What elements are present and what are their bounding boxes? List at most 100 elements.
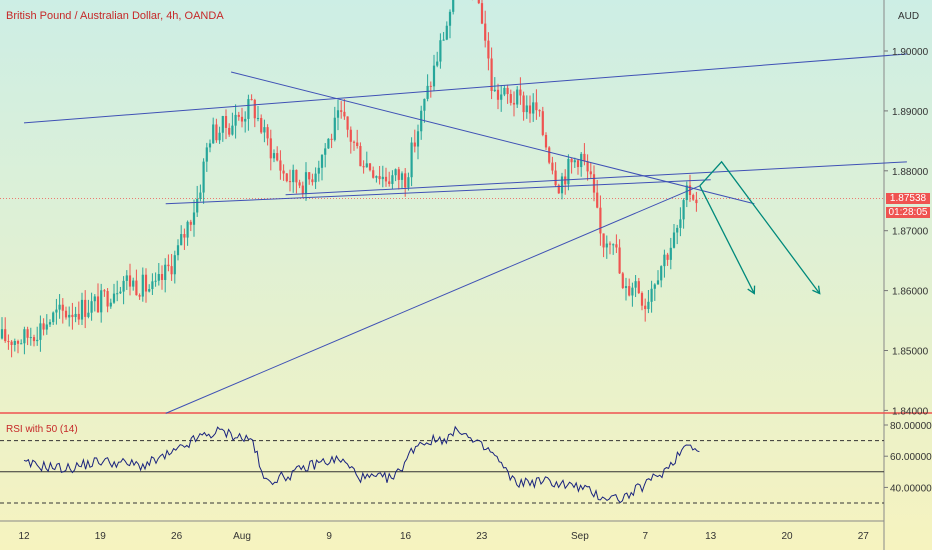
- candle-body: [359, 146, 362, 167]
- candle-body: [608, 243, 612, 245]
- countdown-badge: 01:28:05: [886, 207, 930, 218]
- candle-body: [314, 173, 317, 183]
- candle-body: [324, 148, 327, 155]
- candle-body: [599, 207, 602, 234]
- trendline-upper-channel: [23, 53, 907, 124]
- projection-arrow-head: [747, 285, 756, 295]
- candle-body: [388, 181, 391, 184]
- last-price-badge: 1.87538: [886, 193, 930, 204]
- candle-body: [500, 94, 503, 100]
- candle-body: [96, 296, 100, 313]
- date-tick-label: 26: [171, 531, 183, 542]
- candle-body: [221, 116, 224, 133]
- candle-body: [205, 147, 208, 162]
- candle-body: [0, 329, 4, 339]
- candle-body: [132, 280, 135, 287]
- candle-body: [202, 161, 205, 193]
- candle-body: [176, 245, 180, 256]
- candle-body: [224, 116, 228, 128]
- candle-body: [295, 169, 298, 183]
- candle-body: [452, 0, 455, 12]
- candle-body: [394, 169, 397, 176]
- candle-body: [356, 142, 359, 147]
- candle-body: [602, 233, 605, 248]
- candle-body: [624, 286, 628, 288]
- candle-body: [240, 116, 244, 122]
- candle-body: [612, 244, 615, 246]
- candle-body: [58, 304, 61, 310]
- candle-body: [237, 114, 240, 117]
- trendline-lower-support: [285, 161, 907, 196]
- projection-arrow-path: [699, 160, 821, 294]
- candle-body: [656, 280, 660, 285]
- candle-body: [644, 305, 647, 310]
- candle-body: [250, 99, 253, 101]
- candle-body: [426, 85, 429, 99]
- candle-body: [544, 134, 548, 148]
- candle-body: [567, 158, 570, 185]
- candle-body: [506, 87, 509, 95]
- candle-body: [80, 299, 84, 320]
- date-tick-label: 27: [858, 531, 870, 542]
- candle-body: [234, 114, 237, 126]
- candle-body: [666, 254, 669, 260]
- candle-body: [663, 254, 666, 267]
- candle-body: [141, 274, 144, 297]
- candle-body: [330, 138, 333, 140]
- rsi-layer: 80.00000 60.00000 40.00000: [0, 421, 932, 504]
- candle-body: [372, 170, 375, 178]
- candle-body: [653, 284, 656, 289]
- candle-body: [343, 111, 346, 117]
- candle-body: [218, 132, 221, 141]
- date-tick-label: 9: [326, 531, 332, 542]
- trendline-rising-support: [165, 185, 700, 414]
- currency-label: AUD: [898, 11, 919, 22]
- candle-body: [208, 143, 212, 148]
- candle-body: [628, 286, 631, 296]
- candle-body: [400, 173, 404, 180]
- candle-body: [68, 314, 71, 318]
- price-tick-label: 1.90000: [892, 47, 929, 58]
- candle-body: [164, 264, 167, 280]
- candle-body: [64, 310, 68, 318]
- candle-body: [522, 95, 525, 113]
- candle-body: [4, 329, 7, 342]
- candle-body: [340, 110, 343, 112]
- candle-body: [103, 290, 106, 292]
- rsi-tick-label: 40.00000: [890, 483, 932, 494]
- date-tick-label: 7: [643, 531, 649, 542]
- date-tick-label: 19: [95, 531, 107, 542]
- candle-body: [84, 299, 87, 317]
- candle-body: [423, 98, 426, 111]
- candle-body: [304, 172, 308, 194]
- candle-body: [436, 61, 439, 66]
- candle-body: [7, 341, 10, 343]
- candle-body: [52, 312, 55, 323]
- candle-body: [429, 85, 432, 87]
- candle-body: [189, 221, 192, 225]
- candle-body: [308, 172, 311, 180]
- candle-body: [375, 176, 378, 178]
- candle-body: [480, 3, 484, 24]
- candle-body: [244, 118, 247, 122]
- candle-body: [16, 341, 20, 344]
- candle-body: [352, 141, 356, 143]
- candle-body: [650, 288, 653, 302]
- candle-body: [493, 89, 496, 91]
- candle-body: [320, 154, 324, 168]
- candle-body: [10, 341, 13, 345]
- candle-body: [272, 153, 276, 159]
- candle-body: [138, 295, 141, 297]
- candle-body: [660, 266, 663, 281]
- candle-body: [71, 314, 74, 318]
- candle-body: [266, 127, 269, 139]
- candle-body: [445, 25, 448, 40]
- candle-body: [311, 179, 314, 183]
- candle-body: [432, 65, 436, 87]
- candle-body: [167, 264, 170, 267]
- candle-body: [384, 176, 388, 182]
- candle-body: [282, 170, 285, 174]
- trend-layer: [23, 53, 907, 414]
- candle-body: [589, 171, 592, 175]
- candle-body: [263, 127, 266, 133]
